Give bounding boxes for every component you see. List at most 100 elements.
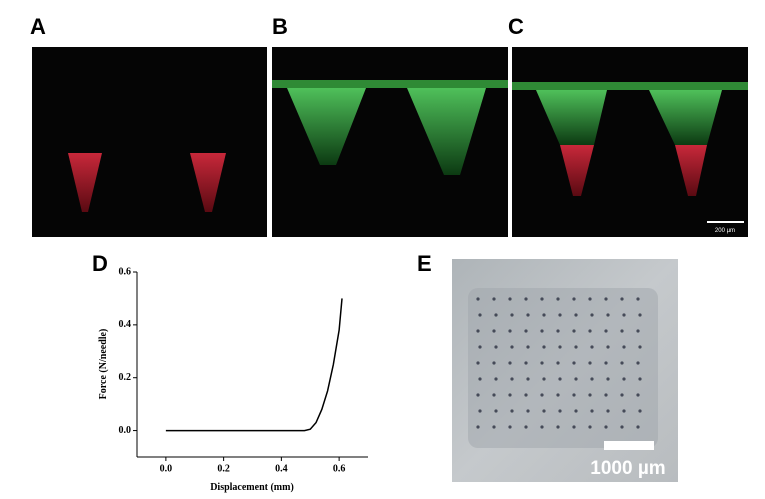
puncture-dot <box>604 361 608 365</box>
panel-a <box>32 47 267 237</box>
puncture-dot <box>524 393 528 397</box>
puncture-dot <box>508 393 512 397</box>
puncture-dot <box>492 393 496 397</box>
puncture-dot <box>476 393 480 397</box>
puncture-dot <box>572 329 576 333</box>
panel-c: 200 µm <box>512 47 748 237</box>
y-axis-label: Force (N/needle) <box>98 329 109 400</box>
puncture-dot <box>494 377 498 381</box>
puncture-dot <box>558 313 562 317</box>
puncture-dot <box>636 297 640 301</box>
puncture-dot <box>574 313 578 317</box>
puncture-dot <box>558 409 562 413</box>
panel-label: D <box>92 251 108 276</box>
puncture-dot <box>508 361 512 365</box>
puncture-dot <box>494 345 498 349</box>
panel-b <box>272 47 508 237</box>
puncture-dot <box>588 361 592 365</box>
y-tick-label: 0.2 <box>119 372 132 383</box>
puncture-dot <box>476 329 480 333</box>
panel-label: C <box>508 14 524 39</box>
puncture-dot <box>492 361 496 365</box>
puncture-dot <box>542 409 546 413</box>
puncture-dot <box>510 313 514 317</box>
y-tick-label: 0.0 <box>119 425 132 436</box>
puncture-dot <box>524 297 528 301</box>
puncture-dot <box>476 361 480 365</box>
puncture-dot <box>622 313 626 317</box>
puncture-dot <box>540 425 544 429</box>
puncture-dot <box>508 425 512 429</box>
puncture-dot <box>622 377 626 381</box>
puncture-dot <box>478 377 482 381</box>
puncture-dot <box>620 425 624 429</box>
puncture-dot <box>542 313 546 317</box>
scale-bar-label: 200 µm <box>715 228 735 234</box>
puncture-dot <box>494 409 498 413</box>
puncture-dot <box>622 345 626 349</box>
puncture-dot <box>572 425 576 429</box>
puncture-dot <box>590 345 594 349</box>
puncture-dot <box>526 345 530 349</box>
puncture-dot <box>588 329 592 333</box>
puncture-dot <box>558 345 562 349</box>
puncture-dot <box>540 329 544 333</box>
puncture-dot <box>508 329 512 333</box>
puncture-dot <box>556 361 560 365</box>
puncture-dot <box>510 377 514 381</box>
puncture-dot <box>476 425 480 429</box>
puncture-dot <box>604 393 608 397</box>
puncture-dot <box>604 425 608 429</box>
x-tick-label: 0.6 <box>333 463 346 474</box>
puncture-dot <box>572 361 576 365</box>
panel-e: 1000 µm <box>452 259 678 482</box>
puncture-dot <box>478 313 482 317</box>
x-tick-label: 0.4 <box>275 463 288 474</box>
puncture-dot <box>476 297 480 301</box>
panel-d: Displacement (mm) Force (N/needle) 0.0 0.… <box>98 266 368 493</box>
puncture-dot <box>558 377 562 381</box>
puncture-dot <box>510 345 514 349</box>
scale-bar-label: 1000 µm <box>590 458 665 479</box>
puncture-dot <box>556 425 560 429</box>
x-axis-label: Displacement (mm) <box>210 482 294 493</box>
puncture-dot <box>638 409 642 413</box>
puncture-dot <box>524 425 528 429</box>
puncture-dot <box>572 297 576 301</box>
puncture-dot <box>588 393 592 397</box>
puncture-dot <box>604 329 608 333</box>
puncture-dot <box>524 329 528 333</box>
puncture-dot <box>604 297 608 301</box>
panel-label: B <box>272 14 288 39</box>
panel-label: A <box>30 14 46 39</box>
x-tick-label: 0.2 <box>217 463 230 474</box>
puncture-dot <box>574 409 578 413</box>
puncture-dot <box>590 313 594 317</box>
puncture-dot <box>636 393 640 397</box>
puncture-dot <box>542 345 546 349</box>
puncture-dot <box>540 297 544 301</box>
y-tick-label: 0.4 <box>119 319 132 330</box>
puncture-dot <box>606 409 610 413</box>
puncture-dot <box>556 297 560 301</box>
y-tick-label: 0.6 <box>119 266 132 277</box>
puncture-dot <box>638 313 642 317</box>
puncture-dot <box>606 377 610 381</box>
puncture-dot <box>540 393 544 397</box>
data-line <box>165 298 343 432</box>
puncture-dot <box>636 425 640 429</box>
puncture-dot <box>542 377 546 381</box>
puncture-dot <box>478 345 482 349</box>
puncture-dot <box>620 393 624 397</box>
puncture-dot <box>524 361 528 365</box>
puncture-dot <box>492 329 496 333</box>
puncture-dot <box>478 409 482 413</box>
puncture-dot <box>620 329 624 333</box>
puncture-dot <box>572 393 576 397</box>
x-tick-label: 0.0 <box>160 463 173 474</box>
panel-label: E <box>417 251 432 276</box>
puncture-dot <box>492 425 496 429</box>
puncture-dot <box>620 297 624 301</box>
puncture-dot <box>606 313 610 317</box>
